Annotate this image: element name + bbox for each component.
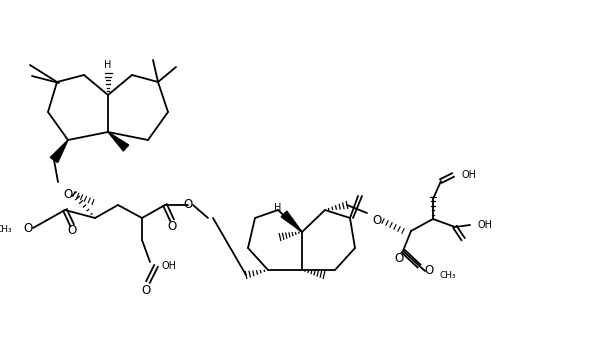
Text: H: H (104, 60, 111, 70)
Text: O: O (167, 220, 177, 234)
Text: O: O (372, 215, 382, 228)
Text: O: O (67, 225, 76, 237)
Text: OH: OH (478, 220, 493, 230)
Text: H: H (274, 203, 282, 213)
Polygon shape (50, 140, 68, 163)
Text: O: O (141, 283, 151, 297)
Text: OH: OH (162, 261, 177, 271)
Polygon shape (281, 211, 302, 232)
Text: O: O (23, 221, 32, 235)
Text: O: O (184, 199, 193, 211)
Text: CH₃: CH₃ (0, 226, 12, 235)
Text: CH₃: CH₃ (439, 271, 455, 280)
Text: O: O (424, 264, 434, 277)
Polygon shape (108, 132, 129, 151)
Text: OH: OH (461, 170, 476, 180)
Text: O: O (394, 253, 404, 265)
Text: O: O (64, 188, 73, 200)
